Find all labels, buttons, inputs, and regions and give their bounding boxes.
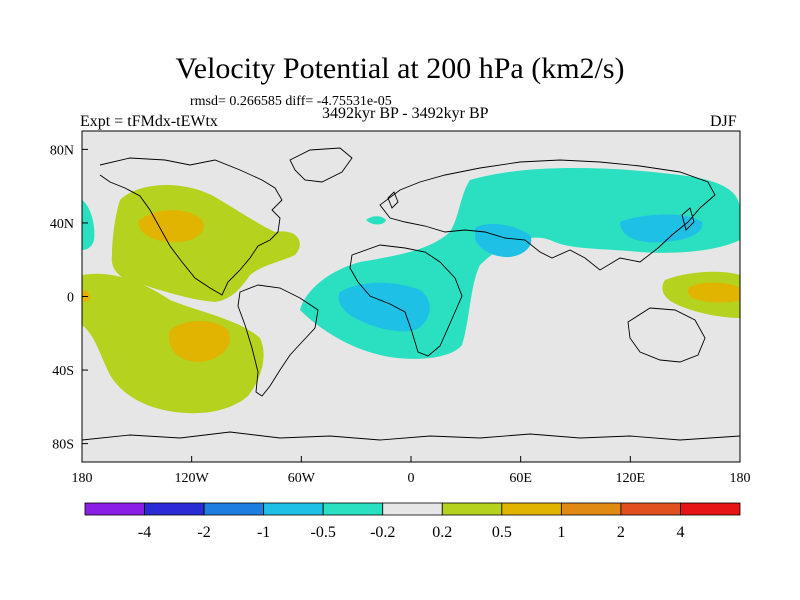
coastline-africa <box>349 244 463 357</box>
contour-strong-negative <box>620 214 703 243</box>
colorbar-label: -2 <box>197 524 210 541</box>
colorbar-swatch <box>84 502 145 516</box>
contour-fill-layer <box>82 147 740 441</box>
colorbar-swatch <box>441 502 503 516</box>
colorbar-swatch <box>620 502 681 516</box>
coastline-uk <box>387 191 399 209</box>
contour-negative-blob <box>82 200 95 250</box>
lat-tick-label: 40S <box>52 364 74 379</box>
lon-tick-label: 120W <box>175 471 210 486</box>
colorbar-label: 1 <box>557 524 565 541</box>
chart-title: Velocity Potential at 200 hPa (km2/s) <box>175 52 625 85</box>
colorbar-label: 2 <box>617 524 625 541</box>
coastline-south-america <box>237 284 319 397</box>
colorbar-label: -0.2 <box>370 524 395 541</box>
contour-strong-negative <box>475 224 532 258</box>
colorbar-swatch <box>203 502 265 516</box>
contour-negative-blob <box>366 216 386 225</box>
coastlines <box>82 147 740 441</box>
colorbar-swatch <box>382 502 443 516</box>
colorbar-swatch <box>560 502 622 516</box>
lon-tick-label: 180 <box>72 471 93 486</box>
season-label: DJF <box>710 113 737 130</box>
contour-strong-positive <box>169 321 230 362</box>
lon-tick-label: 0 <box>408 471 415 486</box>
experiment-label: Expt = tFMdx-tEWtx <box>80 113 218 130</box>
colorbar-swatch <box>144 502 205 516</box>
colorbar-swatch <box>322 502 384 516</box>
colorbar-label: 0.5 <box>492 524 512 541</box>
colorbar-swatch <box>501 502 562 516</box>
lon-tick-label: 120E <box>616 471 646 486</box>
colorbar-label: -4 <box>138 524 151 541</box>
coastline-north-america <box>99 157 283 296</box>
period-label: 3492kyr BP - 3492kyr BP <box>322 105 489 122</box>
coastline-japan <box>681 207 695 231</box>
lat-tick-label: 0 <box>67 291 74 306</box>
colorbar-swatch <box>263 502 324 516</box>
contour-strong-negative <box>338 282 430 332</box>
colorbar-swatch <box>680 502 741 516</box>
lon-tick-label: 60W <box>288 471 316 486</box>
contour-strong-positive <box>687 282 740 303</box>
contour-strong-positive <box>82 290 91 302</box>
lat-tick-label: 40N <box>50 217 74 232</box>
coastline-australia <box>627 307 706 363</box>
coastline-greenland <box>289 147 353 183</box>
colorbar-label: -1 <box>257 524 270 541</box>
colorbar-label: 0.2 <box>432 524 452 541</box>
colorbar-label: -0.5 <box>311 524 336 541</box>
lat-tick-label: 80N <box>50 143 74 158</box>
coastline-antarctica <box>82 431 740 441</box>
colorbar: -4 -2 -1 -0.5 -0.2 0.2 0.5 1 2 4 <box>84 502 741 541</box>
lon-tick-label: 60E <box>509 471 532 486</box>
stats-text: rmsd= 0.266585 diff= -4.75531e-05 <box>190 94 392 109</box>
colorbar-label: 4 <box>676 524 684 541</box>
lon-tick-label: 180 <box>730 471 751 486</box>
axis-ticks: 80N 40N 0 40S 80S 180 120W 60W 0 60E 120E 180 <box>50 143 751 486</box>
lat-tick-label: 80S <box>52 438 74 453</box>
coastline-eurasia <box>379 159 716 271</box>
